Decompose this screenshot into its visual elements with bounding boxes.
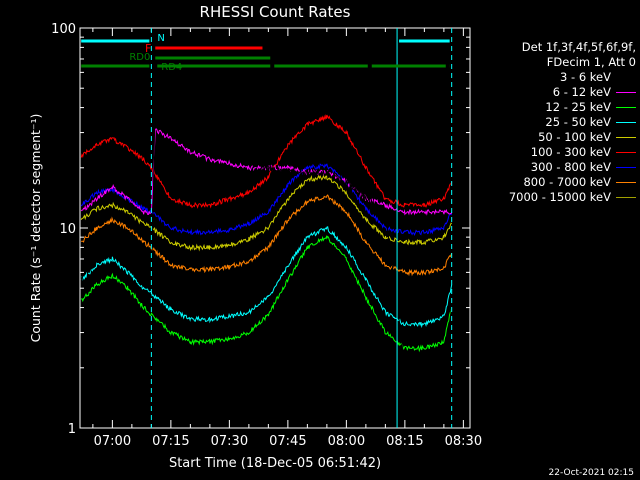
x-tick-label: 07:00: [94, 434, 131, 449]
series-line-4: [80, 174, 453, 252]
chart-title: RHESSI Count Rates: [200, 3, 351, 21]
annotation-label-n: N: [157, 33, 164, 44]
legend-swatch: [616, 167, 636, 168]
legend-swatch: [616, 122, 636, 123]
annotation-label-rd4: RD4: [161, 62, 182, 73]
series-line-6: [80, 163, 453, 236]
x-tick-label: 08:30: [445, 434, 482, 449]
legend-label: 25 - 50 keV: [545, 115, 611, 129]
legend-swatch: [616, 197, 636, 198]
series-line-0: [80, 95, 453, 392]
legend-swatch: [616, 77, 636, 78]
legend-label: 6 - 12 keV: [552, 85, 611, 99]
legend-label: 100 - 300 keV: [530, 145, 611, 159]
x-tick-label: 07:15: [152, 434, 189, 449]
legend-label: 3 - 6 keV: [560, 70, 611, 84]
legend-item: 25 - 50 keV: [480, 115, 636, 130]
x-tick-label: 08:15: [386, 434, 423, 449]
legend-header-line-2: FDecim 1, Att 0: [546, 55, 636, 69]
legend-item: 50 - 100 keV: [480, 130, 636, 145]
x-tick-label: 07:45: [269, 434, 306, 449]
legend-swatch: [616, 107, 636, 108]
x-axis-label: Start Time (18-Dec-05 06:51:42): [169, 456, 381, 471]
legend-label: 50 - 100 keV: [538, 130, 611, 144]
annotation-label-rd0: RD0: [129, 52, 150, 63]
series-line-7: [81, 194, 453, 277]
y-axis-label: Count Rate (s⁻¹ detector segment⁻¹): [28, 114, 43, 343]
timestamp: 22-Oct-2021 02:15: [548, 468, 634, 478]
legend-item: 800 - 7000 keV: [480, 175, 636, 190]
legend-label: 300 - 800 keV: [530, 160, 611, 174]
legend-label: 7000 - 15000 keV: [508, 190, 611, 204]
annotation-label-f: F: [145, 42, 151, 55]
y-tick-label: 10: [59, 222, 76, 237]
legend-item: 100 - 300 keV: [480, 145, 636, 160]
legend-swatch: [616, 92, 636, 93]
series-line-3: [80, 226, 453, 329]
series-line-5: [80, 114, 453, 209]
legend-swatch: [616, 182, 636, 183]
legend-swatch: [616, 137, 636, 138]
legend-header-line-1: Det 1f,3f,4f,5f,6f,9f,: [521, 40, 636, 54]
legend-item: 300 - 800 keV: [480, 160, 636, 175]
legend-item: 7000 - 15000 keV: [480, 190, 636, 205]
legend-label: 800 - 7000 keV: [523, 175, 611, 189]
series-line-2: [81, 234, 453, 353]
plot-frame: [79, 27, 471, 429]
legend-item: 6 - 12 keV: [480, 85, 636, 100]
legend: Det 1f,3f,4f,5f,6f,9f, FDecim 1, Att 0 3…: [480, 40, 636, 205]
legend-label: 12 - 25 keV: [545, 100, 611, 114]
y-tick-label: 100: [51, 22, 76, 37]
x-tick-label: 08:00: [328, 434, 365, 449]
legend-swatch: [616, 152, 636, 153]
legend-item: 12 - 25 keV: [480, 100, 636, 115]
y-tick-label: 1: [68, 422, 76, 437]
legend-item: 3 - 6 keV: [480, 70, 636, 85]
x-tick-label: 07:30: [211, 434, 248, 449]
